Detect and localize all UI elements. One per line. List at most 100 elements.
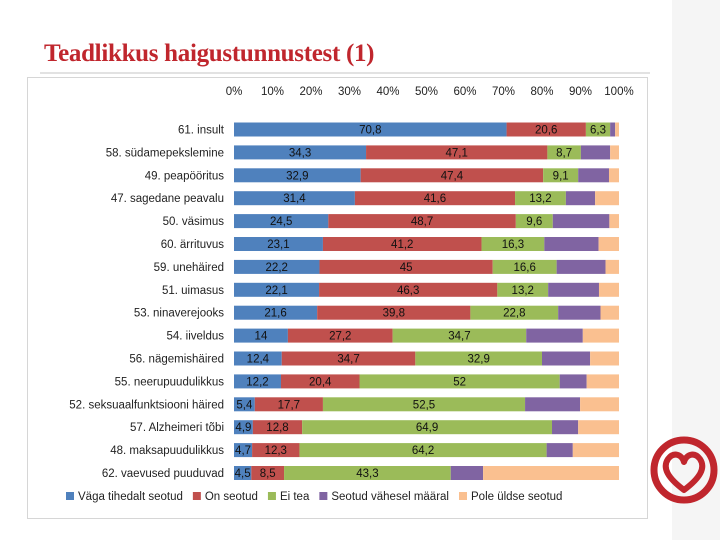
legend-label: On seotud bbox=[205, 491, 258, 503]
bar-segment bbox=[234, 282, 320, 297]
bar-segment bbox=[609, 214, 619, 229]
bar-segment bbox=[572, 443, 619, 458]
data-label: 64,9 bbox=[416, 422, 438, 434]
category-labels: 61. insult 58. südamepekslemine 49. peapöö… bbox=[69, 125, 225, 481]
data-label: 13,2 bbox=[529, 193, 551, 205]
bar-segment bbox=[580, 145, 611, 160]
data-label: 41,6 bbox=[424, 193, 446, 205]
title-divider bbox=[40, 72, 650, 74]
bar-segment bbox=[481, 237, 545, 251]
bar-segment bbox=[556, 259, 606, 274]
data-label: 52,5 bbox=[413, 399, 435, 411]
x-tick-label: 40% bbox=[376, 86, 399, 98]
data-label: 34,7 bbox=[448, 331, 470, 343]
bar-segment bbox=[234, 443, 253, 458]
bar-segment bbox=[542, 351, 591, 366]
heart-logo-icon bbox=[650, 436, 718, 504]
bar-segment bbox=[598, 237, 619, 251]
data-label: 48,7 bbox=[411, 216, 433, 228]
category-label: 52. seksuaalfunktsiooni häired bbox=[69, 399, 224, 411]
bar-segment bbox=[234, 259, 320, 274]
x-tick-label: 70% bbox=[492, 86, 515, 98]
bar-segment bbox=[234, 420, 253, 435]
bar-segment bbox=[234, 374, 281, 389]
bar-segment bbox=[543, 168, 579, 183]
bar-segment bbox=[234, 145, 367, 160]
data-label: 12,3 bbox=[265, 445, 287, 457]
bar-segment bbox=[483, 466, 619, 480]
x-tick-label: 50% bbox=[415, 86, 438, 98]
bar-segments bbox=[234, 122, 619, 480]
stacked-bar-chart: 0% 10% 20% 30% 40% 50% 60% 70% 80% 90% 100% 61. in… bbox=[66, 86, 634, 503]
bar-segment bbox=[284, 466, 451, 480]
data-label: 20,6 bbox=[535, 125, 557, 137]
category-label: 50. väsimus bbox=[163, 216, 225, 228]
data-label: 14 bbox=[255, 331, 268, 343]
bar-segment bbox=[595, 191, 619, 206]
data-label: 6,3 bbox=[590, 125, 606, 137]
category-label: 49. peapööritus bbox=[145, 170, 225, 182]
data-label: 8,7 bbox=[556, 147, 572, 159]
bar-segment bbox=[234, 305, 318, 320]
bar-segment bbox=[590, 351, 619, 366]
bar-segment bbox=[234, 168, 361, 183]
bar-segment bbox=[598, 282, 619, 297]
data-label: 41,2 bbox=[391, 239, 413, 251]
category-label: 58. südamepekslemine bbox=[106, 147, 224, 159]
data-label: 31,4 bbox=[283, 193, 306, 205]
bar-segment bbox=[319, 282, 498, 297]
bar-segment bbox=[322, 397, 526, 412]
bar-segment bbox=[605, 259, 619, 274]
bar-segment bbox=[559, 374, 587, 389]
data-label: 34,3 bbox=[289, 147, 311, 159]
bar-segment bbox=[586, 374, 619, 389]
bar-segment bbox=[615, 122, 619, 137]
bar-segment bbox=[299, 443, 547, 458]
data-label: 16,3 bbox=[502, 239, 524, 251]
data-label: 22,1 bbox=[265, 285, 287, 297]
legend-label: Pole üldse seotud bbox=[471, 491, 562, 503]
page-title: Teadlikkus haigustunnustest (1) bbox=[44, 40, 375, 67]
bar-segment bbox=[234, 397, 255, 412]
bar-segment bbox=[515, 214, 553, 229]
x-tick-label: 10% bbox=[261, 86, 284, 98]
data-label: 32,9 bbox=[286, 170, 308, 182]
data-label: 21,6 bbox=[264, 308, 286, 320]
data-label: 46,3 bbox=[397, 285, 419, 297]
category-label: 56. nägemishäired bbox=[129, 354, 224, 366]
data-label: 39,8 bbox=[383, 308, 405, 320]
data-label: 9,6 bbox=[526, 216, 542, 228]
data-label: 23,1 bbox=[267, 239, 289, 251]
bar-segment bbox=[281, 351, 416, 366]
bar-segment bbox=[578, 168, 609, 183]
legend: Väga tihedalt seotud On seotud Ei tea Seotu… bbox=[66, 491, 562, 503]
bar-segment bbox=[287, 328, 393, 343]
data-label: 47,4 bbox=[441, 170, 464, 182]
bar-segment bbox=[552, 420, 579, 435]
x-tick-label: 0% bbox=[226, 86, 243, 98]
bar-segment bbox=[234, 351, 282, 366]
bar-segment bbox=[254, 397, 323, 412]
bar-segment bbox=[558, 305, 601, 320]
chart-frame: 0% 10% 20% 30% 40% 50% 60% 70% 80% 90% 100% 61. in… bbox=[27, 77, 648, 519]
bar-segment bbox=[359, 374, 560, 389]
bar-segment bbox=[322, 237, 482, 251]
x-tick-label: 90% bbox=[569, 86, 592, 98]
legend-swatch bbox=[267, 492, 276, 500]
legend-swatch bbox=[66, 492, 74, 500]
bar-segment bbox=[546, 443, 573, 458]
bar-segment bbox=[582, 328, 619, 343]
data-label: 5,4 bbox=[236, 399, 253, 411]
bar-segment bbox=[234, 237, 323, 251]
bar-segment bbox=[548, 282, 599, 297]
bar-segment bbox=[234, 466, 252, 480]
x-tick-label: 30% bbox=[338, 86, 361, 98]
bar-segment bbox=[234, 122, 507, 137]
category-label: 55. neerupuudulikkus bbox=[115, 376, 225, 388]
x-axis-ticks: 0% 10% 20% 30% 40% 50% 60% 70% 80% 90% 100% bbox=[226, 86, 634, 98]
bar-segment bbox=[610, 122, 616, 137]
data-label: 34,7 bbox=[337, 354, 359, 366]
bar-segment bbox=[366, 145, 548, 160]
bar-segment bbox=[608, 168, 619, 183]
category-label: 60. ärrituvus bbox=[161, 239, 225, 251]
